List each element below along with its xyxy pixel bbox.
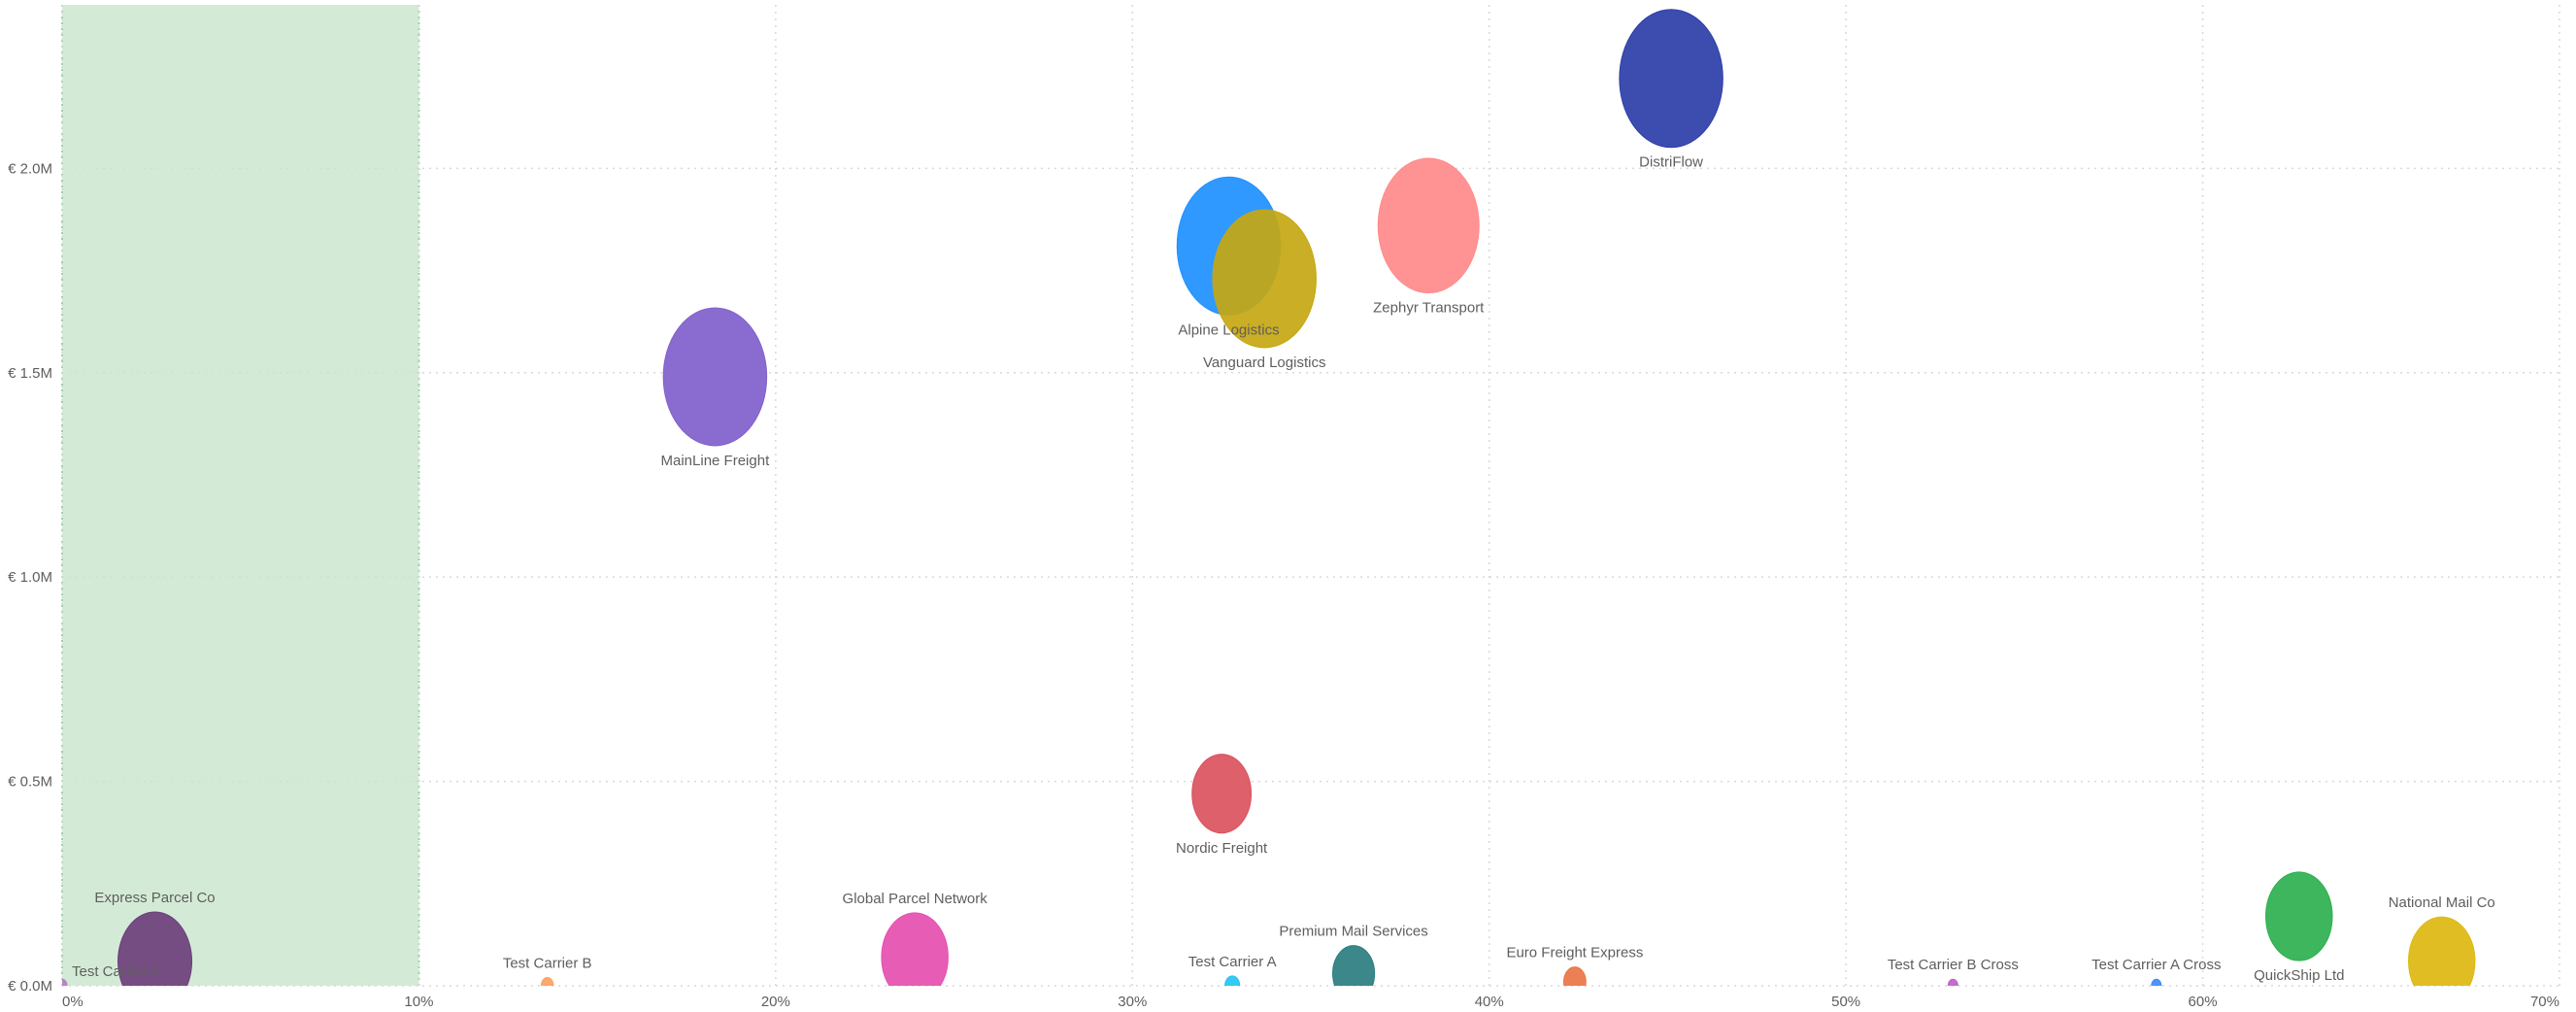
bubble-euro-freight-express [1562,966,1587,986]
x-tick-label: 0% [62,994,84,1010]
bubble-quickship-ltd [2265,871,2333,961]
x-tick-label: 40% [1475,994,1504,1010]
data-label: Test Carrier A [1188,954,1277,970]
x-tick-label: 70% [2530,994,2559,1010]
axes: 0% 10% 20% 30% 40% 50% 60% 70% € 0.0M € 0.5M € 1.0… [8,160,2559,1010]
y-tick-label: € 1.5M [8,365,52,382]
bubble-test-carrier-a [1224,975,1241,986]
data-label: Zephyr Transport [1373,300,1485,317]
y-tick-label: € 0.0M [8,978,52,995]
data-label: QuickShip Ltd [2254,967,2344,984]
highlight-band [62,5,419,986]
y-tick-label: € 0.5M [8,774,52,791]
data-label: Test Carrier B Cross [1888,957,2019,973]
bubble-distriflow [1619,9,1723,149]
data-label: Test Carrier B [503,956,592,972]
x-tick-label: 60% [2189,994,2218,1010]
x-tick-label: 20% [761,994,790,1010]
data-label: Test Carrier C [72,963,162,980]
x-tick-label: 10% [404,994,433,1010]
data-label: Nordic Freight [1176,840,1268,857]
data-label: Test Carrier A Cross [2091,957,2221,973]
bubble-zephyr-transport [1377,157,1480,294]
bubble-test-carrier-c [62,978,68,986]
data-label: Express Parcel Co [94,890,215,906]
bubble-national-mail-co [2408,916,2476,986]
bubbles [62,9,2476,986]
data-label: Vanguard Logistics [1203,354,1325,371]
bubble-global-parcel-network [881,912,949,986]
highlight-band-layer [61,5,420,986]
bubble-premium-mail-services [1332,945,1376,986]
data-label: Premium Mail Services [1279,924,1427,940]
data-labels: DistriFlow Zephyr Transport Alpine Logisti… [72,154,2495,984]
data-label: National Mail Co [2389,894,2495,911]
data-label: Global Parcel Network [843,891,988,907]
bubble-nordic-freight [1191,754,1253,834]
data-label: DistriFlow [1639,154,1703,171]
bubble-mainline-freight [662,307,768,447]
data-label: Euro Freight Express [1506,945,1643,961]
bubble-test-carrier-a-cross [2151,978,2162,986]
bubble-test-carrier-b [540,977,554,986]
y-tick-label: € 2.0M [8,160,52,177]
bubble-test-carrier-b-cross [1947,978,1958,986]
data-label: MainLine Freight [661,453,771,469]
bubble-express-parcel-co [117,911,193,986]
data-label: Alpine Logistics [1178,321,1279,338]
gridlines [61,5,2560,987]
x-tick-label: 30% [1118,994,1147,1010]
y-tick-label: € 1.0M [8,569,52,586]
x-tick-label: 50% [1831,994,1860,1010]
bubble-vanguard-logistics [1212,209,1317,349]
